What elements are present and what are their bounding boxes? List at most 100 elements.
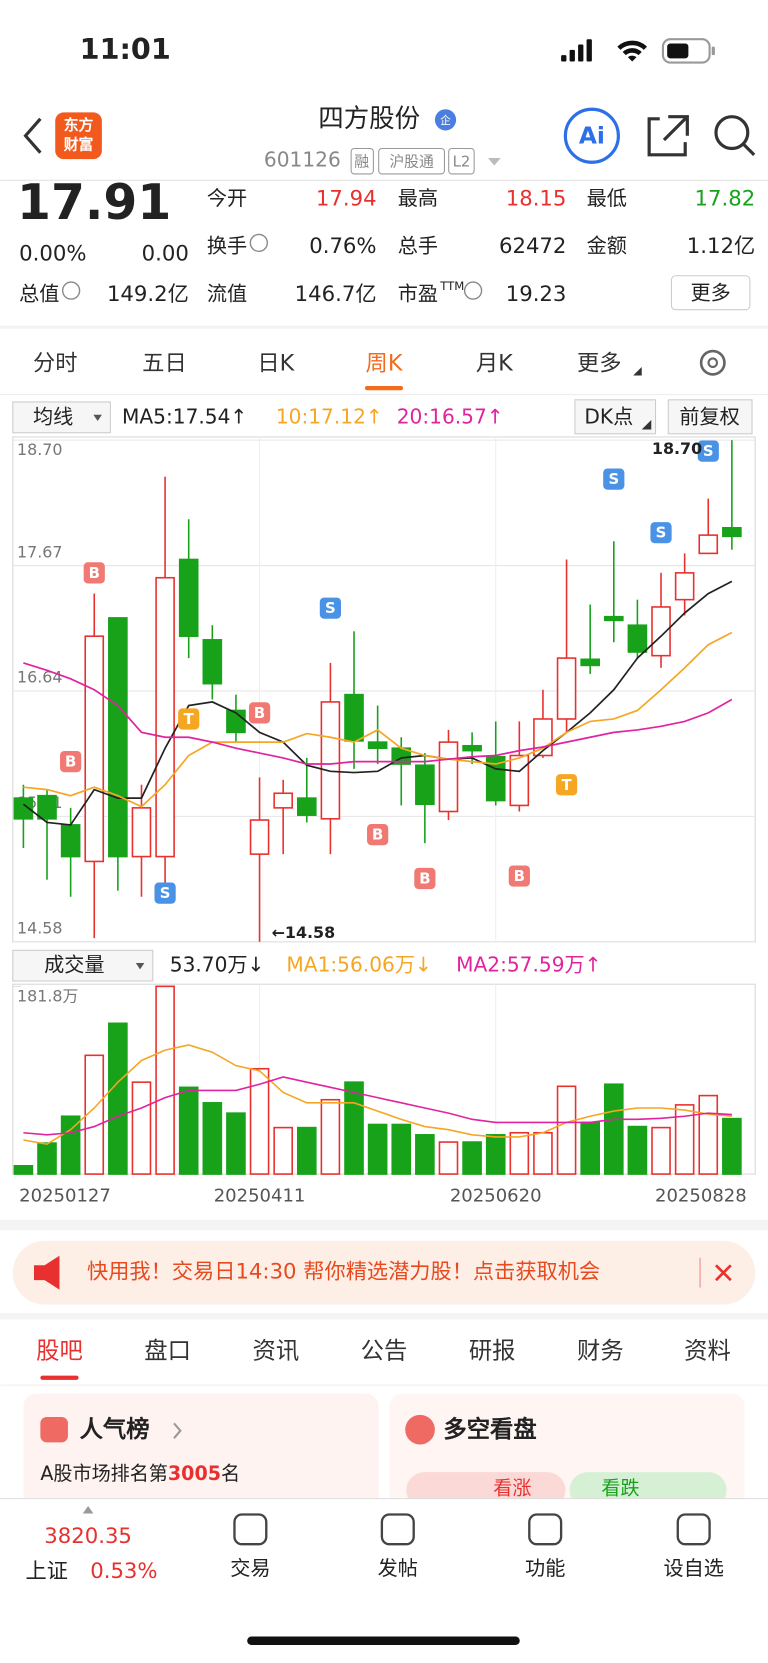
info-icon[interactable]: [61, 281, 81, 300]
nav-label[interactable]: 发帖: [378, 1556, 418, 1580]
dk-button-text: DK点: [584, 404, 633, 428]
volume-select-text: 成交量: [44, 953, 104, 977]
signal-badge: [248, 702, 271, 724]
popularity-card[interactable]: [23, 1393, 379, 1511]
expand-arrow[interactable]: [82, 1506, 94, 1514]
quote-fields: 今开 17.94 最高 18.15 最低 17.82 换手 0.76% 总手 62472 金额 1.1…: [19, 186, 755, 307]
candle-body: [13, 797, 34, 820]
period-tab[interactable]: 五日: [142, 350, 187, 376]
share-button[interactable]: [647, 115, 689, 157]
signal-label: T: [561, 777, 572, 794]
field-label: 流值: [207, 281, 247, 305]
period-tab[interactable]: 分时: [33, 350, 78, 376]
field-value: 0.76%: [309, 234, 376, 259]
volume-current: 53.70万↓: [170, 953, 265, 977]
index-change: 0.53%: [90, 1559, 157, 1584]
info-icon[interactable]: [249, 233, 269, 253]
nav-icon[interactable]: [528, 1513, 563, 1546]
back-button[interactable]: [23, 117, 42, 154]
y-tick-label: 18.70: [17, 440, 63, 459]
volume-ma-legend: MA1:56.06万↓: [286, 953, 431, 977]
rank-prefix: A股市场排名第: [40, 1462, 168, 1485]
period-tab[interactable]: 周K: [366, 350, 404, 376]
content-tab[interactable]: 资料: [684, 1337, 731, 1365]
status-time: 11:01: [80, 32, 171, 66]
settings-button[interactable]: [699, 349, 726, 376]
nav-label[interactable]: 设自选: [663, 1556, 723, 1580]
period-tab[interactable]: 月K: [476, 350, 514, 376]
candle-body: [320, 701, 341, 820]
index-value: 3820.35: [44, 1524, 132, 1549]
volume-ma-legend: MA2:57.59万↑: [456, 953, 601, 977]
period-tabs: 分时 五日 日K 周K 月K 更多: [33, 350, 642, 391]
ai-text: Ai: [579, 121, 605, 149]
volume-bar: [367, 1123, 388, 1175]
signal-label: B: [514, 868, 525, 885]
signal-badge: [178, 708, 200, 730]
field-value: 1.12亿: [687, 234, 755, 259]
period-tab[interactable]: 日K: [257, 350, 295, 376]
candle-body: [202, 639, 223, 685]
more-button[interactable]: [670, 275, 751, 311]
ai-button[interactable]: [563, 107, 620, 164]
content-tab[interactable]: 研报: [469, 1337, 516, 1365]
volume-bar: [296, 1126, 317, 1175]
volume-bar: [60, 1115, 81, 1175]
field-label-sup: TTM: [439, 279, 464, 293]
nav-label[interactable]: 功能: [525, 1556, 565, 1580]
y-tick-label: 16.64: [17, 668, 63, 687]
content-tab[interactable]: 财务: [577, 1337, 624, 1365]
card-title: 多空看盘: [443, 1415, 536, 1443]
dk-button[interactable]: [574, 399, 657, 435]
x-tick-label: 20250127: [19, 1185, 111, 1206]
candle-body: [462, 744, 482, 752]
candle-body: [415, 764, 435, 806]
volume-bar: [344, 1081, 364, 1175]
ma-line: [22, 580, 733, 826]
volume-select[interactable]: [12, 949, 154, 982]
candle-body: [367, 741, 388, 749]
nav-icon[interactable]: [380, 1513, 415, 1546]
banner-text: 快用我！交易日14:30 帮你精选潜力股！点击获取机会: [87, 1260, 600, 1285]
volume-bar: [438, 1141, 459, 1175]
field-label: 市盈: [398, 281, 438, 305]
banner[interactable]: [12, 1240, 756, 1305]
signal-badge: [603, 468, 625, 490]
volume-bar: [131, 1081, 152, 1175]
field-value: 19.23: [506, 282, 567, 307]
content-tab[interactable]: 股吧: [36, 1337, 83, 1365]
volume-bar: [556, 1085, 577, 1175]
badge-text: 企: [440, 114, 451, 127]
info-icon[interactable]: [463, 281, 483, 300]
logo-text: 财富: [64, 135, 94, 153]
signal-label: T: [184, 711, 195, 728]
signal-label: B: [254, 705, 265, 722]
dropdown-arrow[interactable]: [487, 158, 501, 166]
change: 0.00: [142, 242, 189, 267]
y-tick-label: 14.58: [17, 919, 63, 938]
indicator-select[interactable]: [12, 401, 111, 434]
content-tab[interactable]: 公告: [361, 1337, 408, 1365]
period-tab[interactable]: 更多: [577, 350, 622, 376]
nav-icon[interactable]: [233, 1513, 268, 1546]
divider: [0, 325, 768, 329]
volume-bar: [627, 1125, 648, 1175]
tab-underline: [40, 1375, 79, 1380]
candle-body: [155, 576, 175, 858]
volume-bar: [462, 1141, 482, 1175]
content-tab[interactable]: 资讯: [252, 1337, 299, 1365]
field-label: 今开: [207, 186, 247, 210]
logo-text: 东方: [64, 116, 94, 134]
content-tab[interactable]: 盘口: [144, 1337, 191, 1365]
banner-close[interactable]: [715, 1264, 732, 1282]
candle-body: [131, 807, 152, 858]
tag-text: 沪股通: [389, 153, 434, 170]
search-button[interactable]: [714, 115, 756, 156]
nav-label[interactable]: 交易: [230, 1556, 270, 1580]
ma-legend: MA5:17.54↑ 10:17.12↑ 20:16.57↑: [122, 404, 504, 428]
tag-text: 融: [354, 153, 369, 170]
home-indicator: [247, 1636, 520, 1645]
nav-icon[interactable]: [676, 1513, 711, 1546]
adjust-button[interactable]: [667, 399, 753, 435]
